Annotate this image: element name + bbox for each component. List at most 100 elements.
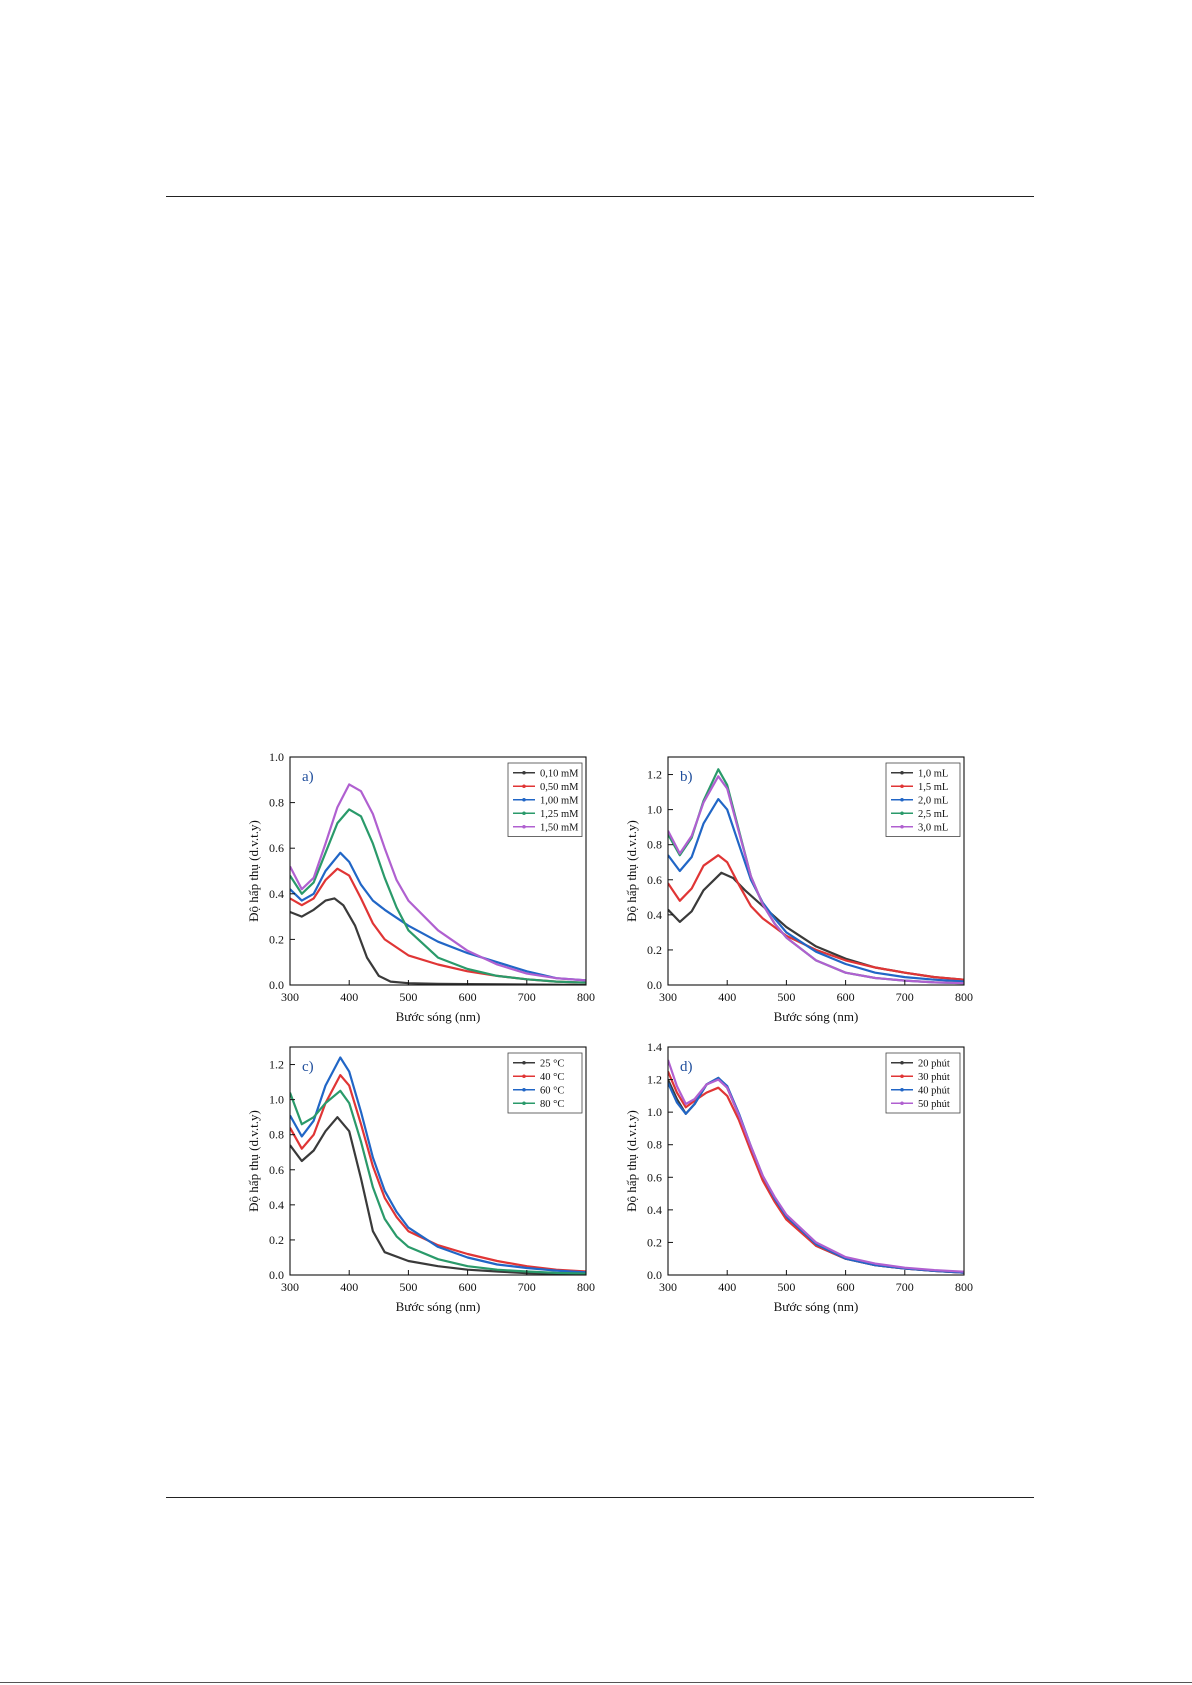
y-tick-label: 0.0 (647, 1268, 662, 1282)
y-tick-label: 1.0 (647, 803, 662, 817)
x-tick-label: 400 (718, 990, 736, 1004)
legend-label-5: 3,0 mL (918, 822, 948, 833)
x-tick-label: 300 (281, 1280, 299, 1294)
x-axis-label: Bước sóng (nm) (774, 1299, 859, 1314)
x-tick-label: 400 (340, 990, 358, 1004)
chart-b: 300 400 500 600 700 800 0.0 0.2 0.4 0.6 0.8 1.0 1.2 B… (624, 756, 973, 1024)
y-tick-label: 1.0 (269, 750, 284, 764)
legend-label-3: 40 phút (918, 1085, 950, 1096)
legend-marker-2 (900, 1074, 904, 1079)
x-tick-label: 500 (777, 990, 795, 1004)
legend-label-1: 0,10 mM (540, 768, 579, 779)
series-line-5 (668, 775, 964, 985)
series-line-4 (290, 1089, 586, 1275)
x-tick-label: 700 (896, 990, 914, 1004)
legend-label-3: 2,0 mL (918, 795, 948, 806)
panel-label: d) (680, 1059, 693, 1075)
y-tick-label: 0.6 (647, 873, 662, 887)
y-tick-label: 0.6 (269, 1163, 284, 1177)
legend-label-1: 20 phút (918, 1058, 950, 1069)
y-axis-label: Độ hấp thụ (d.v.t.y) (246, 1110, 261, 1212)
legend-marker-2 (522, 784, 526, 789)
y-tick-label: 1.2 (647, 768, 662, 782)
y-tick-label: 0.2 (269, 1233, 284, 1247)
y-tick-label: 1.4 (647, 1040, 662, 1054)
legend-marker-1 (522, 770, 526, 775)
x-tick-label: 800 (577, 990, 595, 1004)
y-axis-label: Độ hấp thụ (d.v.t.y) (246, 820, 261, 922)
header-rule (166, 196, 1034, 197)
plot-area (290, 783, 586, 985)
series-line-1 (668, 871, 964, 981)
legend-marker-4 (522, 1101, 526, 1106)
legend-label-4: 2,5 mL (918, 809, 948, 820)
x-tick-label: 400 (718, 1280, 736, 1294)
y-tick-label: 1.0 (647, 1105, 662, 1119)
legend-marker-3 (522, 1087, 526, 1092)
x-tick-label: 300 (281, 990, 299, 1004)
x-tick-label: 600 (459, 1280, 477, 1294)
y-tick-label: 0.8 (647, 838, 662, 852)
chart-d: 300 400 500 600 700 800 0.0 0.2 0.4 0.6 0.8 1.0 1.2 1… (624, 1040, 973, 1314)
legend-marker-4 (900, 811, 904, 816)
y-tick-label: 0.4 (647, 908, 662, 922)
legend-label-2: 1,5 mL (918, 782, 948, 793)
legend-label-4: 1,25 mM (540, 809, 579, 820)
x-tick-label: 300 (659, 990, 677, 1004)
plot-frame (289, 756, 587, 986)
series-line-2 (290, 867, 586, 984)
legend-label-2: 30 phút (918, 1072, 950, 1083)
plot-frame (289, 1046, 587, 1276)
series-line-4 (668, 1059, 964, 1273)
series-line-2 (290, 1074, 586, 1273)
legend-label-1: 1,0 mL (918, 768, 948, 779)
y-tick-label: 0.4 (269, 887, 284, 901)
legend-marker-5 (900, 824, 904, 829)
x-tick-label: 600 (837, 990, 855, 1004)
x-tick-label: 500 (777, 1280, 795, 1294)
chart-c: 300 400 500 600 700 800 0.0 0.2 0.4 0.6 0.8 1.0 1.2 B… (246, 1046, 595, 1314)
legend-marker-2 (522, 1074, 526, 1079)
x-tick-label: 400 (340, 1280, 358, 1294)
y-tick-label: 0.2 (269, 932, 284, 946)
plot-area (290, 1056, 586, 1275)
legend-label-4: 50 phút (918, 1099, 950, 1110)
plot-area (668, 768, 964, 985)
series-line-5 (290, 783, 586, 982)
legend-label-3: 1,00 mM (540, 795, 579, 806)
legend-label-2: 0,50 mM (540, 782, 579, 793)
x-tick-label: 300 (659, 1280, 677, 1294)
x-tick-label: 800 (955, 990, 973, 1004)
legend-label-3: 60 °C (540, 1085, 564, 1096)
x-tick-label: 500 (399, 1280, 417, 1294)
x-axis-label: Bước sóng (nm) (774, 1009, 859, 1024)
y-tick-label: 0.6 (647, 1170, 662, 1184)
y-tick-label: 0.8 (647, 1138, 662, 1152)
legend-label-1: 25 °C (540, 1058, 564, 1069)
y-tick-label: 1.2 (647, 1073, 662, 1087)
plot-frame (667, 756, 965, 986)
legend-label-2: 40 °C (540, 1072, 564, 1083)
legend-marker-3 (900, 1087, 904, 1092)
legend-marker-1 (900, 770, 904, 775)
y-tick-label: 0.4 (647, 1203, 662, 1217)
series-line-4 (290, 808, 586, 984)
legend-marker-1 (522, 1060, 526, 1065)
series-line-1 (290, 1116, 586, 1275)
x-axis-label: Bước sóng (nm) (396, 1009, 481, 1024)
panel-label: b) (680, 769, 693, 785)
y-tick-label: 0.4 (269, 1198, 284, 1212)
series-line-1 (290, 897, 586, 985)
panel-label: a) (302, 769, 314, 785)
x-tick-label: 600 (459, 990, 477, 1004)
y-tick-label: 0.8 (269, 796, 284, 810)
series-line-3 (290, 1056, 586, 1274)
legend-label-5: 1,50 mM (540, 822, 579, 833)
page-edge-rule (0, 1682, 1192, 1683)
y-axis-label: Độ hấp thụ (d.v.t.y) (624, 1110, 639, 1212)
y-tick-label: 0.2 (647, 943, 662, 957)
chart-a: 300 400 500 600 700 800 0.0 0.2 0.4 0.6 0.8 1.0 Bước… (246, 750, 595, 1024)
legend-marker-4 (900, 1101, 904, 1106)
y-tick-label: 0.6 (269, 841, 284, 855)
y-tick-label: 1.0 (269, 1093, 284, 1107)
